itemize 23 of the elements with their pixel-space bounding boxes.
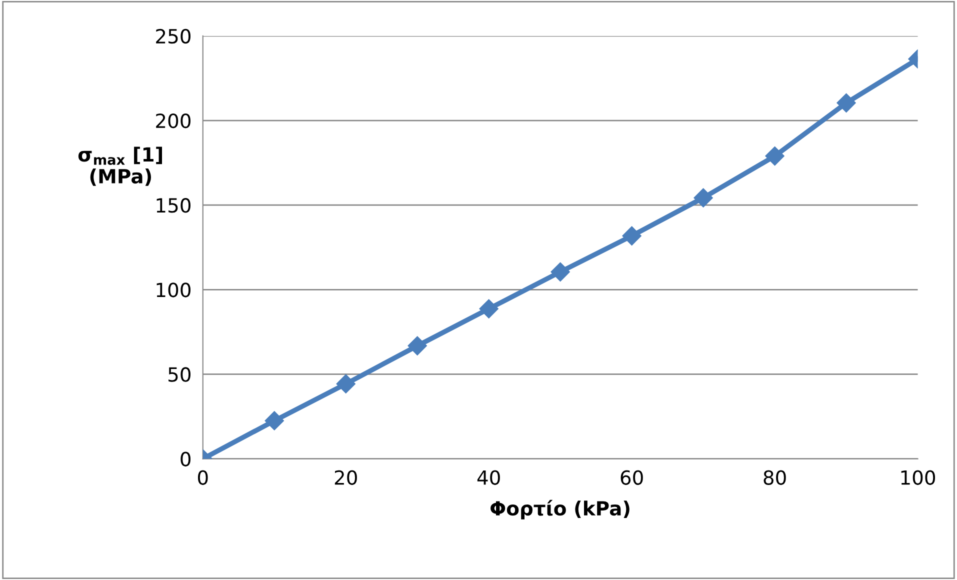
x-tick-label: 40 <box>477 470 500 485</box>
x-tick-label: 20 <box>334 470 357 485</box>
x-tick-label: 60 <box>620 470 643 485</box>
x-axis-title: Φορτίο (kPa) <box>490 500 630 520</box>
y-tick-label: 250 <box>156 28 190 44</box>
point <box>765 146 784 166</box>
x-tick-label: 80 <box>764 470 786 485</box>
point <box>836 93 856 112</box>
y-axis-title: σ$_{max}$ [1] (MPa) <box>78 146 162 186</box>
point <box>694 188 713 208</box>
point <box>408 336 427 356</box>
y-tick-label: 150 <box>156 198 190 213</box>
y-tick-label: 50 <box>168 367 190 382</box>
point <box>479 299 498 318</box>
point <box>622 226 642 246</box>
y-tick-label: 100 <box>156 282 190 298</box>
point <box>336 374 356 394</box>
y-tick-label: 200 <box>156 113 190 128</box>
x-tick-label: 0 <box>198 470 208 485</box>
point <box>264 411 284 430</box>
point <box>550 262 570 282</box>
y-tick-label: 0 <box>180 452 190 466</box>
x-tick-label: 100 <box>901 470 936 485</box>
